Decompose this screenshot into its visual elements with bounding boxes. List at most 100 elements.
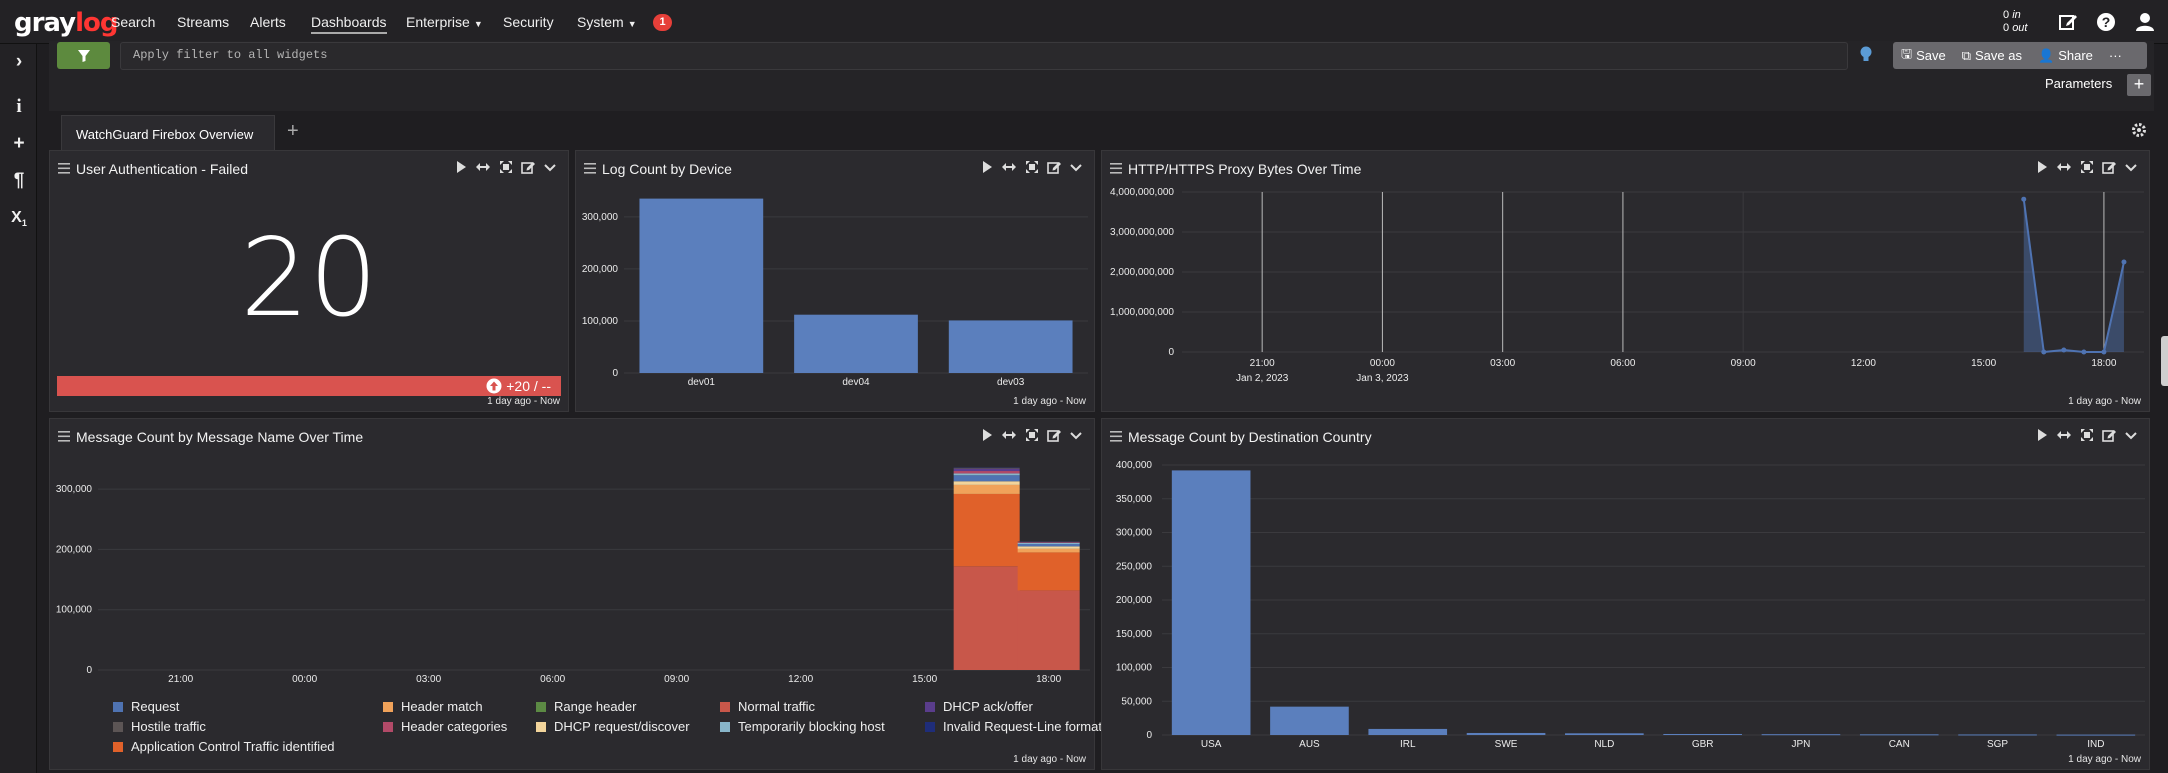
widget-timerange: 1 day ago - Now xyxy=(1013,396,1086,407)
legend-item[interactable]: DHCP ack/offer xyxy=(925,699,1033,714)
play-icon[interactable] xyxy=(980,427,994,443)
page-scrollbar[interactable] xyxy=(2161,336,2168,386)
legend-label: Hostile traffic xyxy=(131,719,206,734)
play-icon[interactable] xyxy=(454,159,468,175)
stacked-bar-segment xyxy=(1017,542,1080,544)
stacked-bar-segment xyxy=(953,467,1020,469)
filter-button[interactable] xyxy=(57,42,110,69)
expand-horizontal-icon[interactable] xyxy=(1001,159,1017,175)
add-tab-button[interactable]: + xyxy=(287,120,299,142)
x-tick-label: 12:00 xyxy=(1851,358,1876,369)
legend-item[interactable]: Temporarily blocking host xyxy=(720,719,885,734)
expand-sidebar-icon[interactable]: › xyxy=(15,51,23,72)
parameters-icon[interactable]: X1 xyxy=(11,209,27,229)
x-tick-label: SWE xyxy=(1495,739,1518,750)
stacked-bar-segment xyxy=(953,484,1020,494)
x-tick-label: AUS xyxy=(1299,739,1320,750)
nav-dashboards[interactable]: Dashboards xyxy=(311,14,387,34)
legend-item[interactable]: Header match xyxy=(383,699,483,714)
info-icon[interactable]: i xyxy=(16,96,22,117)
edit-scratchpad-icon[interactable] xyxy=(2057,11,2079,33)
filter-input[interactable]: Apply filter to all widgets xyxy=(120,42,1848,70)
chevron-down-icon[interactable] xyxy=(2123,427,2139,443)
play-icon[interactable] xyxy=(980,159,994,175)
edit-icon[interactable] xyxy=(1046,159,1062,175)
chevron-down-icon[interactable] xyxy=(2123,159,2139,175)
help-icon[interactable]: ? xyxy=(2095,11,2117,33)
drag-handle-icon[interactable] xyxy=(1110,431,1122,442)
legend-item[interactable]: Application Control Traffic identified xyxy=(113,739,335,754)
nav-streams[interactable]: Streams xyxy=(177,14,230,30)
widget-user-auth-failed: User Authentication - Failed 20 +20 / --… xyxy=(49,150,569,412)
add-parameter-button[interactable]: + xyxy=(2127,74,2151,96)
drag-handle-icon[interactable] xyxy=(58,431,70,442)
drag-handle-icon[interactable] xyxy=(584,163,596,174)
play-icon[interactable] xyxy=(2035,159,2049,175)
nav-security[interactable]: Security xyxy=(503,14,554,30)
save-as-button[interactable]: ⧉ Save as xyxy=(1954,42,2030,69)
brand-part2: log xyxy=(75,8,118,38)
x-tick-label: JPN xyxy=(1791,739,1810,750)
y-tick-label: 3,000,000,000 xyxy=(1110,227,1174,238)
x-tick-label: IRL xyxy=(1400,739,1416,750)
widget-title: User Authentication - Failed xyxy=(76,161,248,177)
y-tick-label: 100,000 xyxy=(56,605,93,616)
edit-icon[interactable] xyxy=(520,159,536,175)
edit-icon[interactable] xyxy=(1046,427,1062,443)
play-icon[interactable] xyxy=(2035,427,2049,443)
widget-actions xyxy=(454,159,564,177)
more-actions-button[interactable]: ··· xyxy=(2108,48,2122,63)
fullscreen-icon[interactable] xyxy=(2079,427,2095,443)
y-tick-label: 0 xyxy=(1146,730,1152,741)
legend-item[interactable]: Range header xyxy=(536,699,636,714)
tab-watchguard-overview[interactable]: WatchGuard Firebox Overview ⌄ xyxy=(61,115,275,157)
save-button[interactable]: 🖫 Save xyxy=(1893,42,1954,69)
expand-horizontal-icon[interactable] xyxy=(2056,427,2072,443)
fullscreen-icon[interactable] xyxy=(1024,427,1040,443)
stacked-bar-segment xyxy=(953,481,1020,485)
edit-icon[interactable] xyxy=(2101,159,2117,175)
lightbulb-icon[interactable] xyxy=(1859,45,1873,65)
legend-item[interactable]: Request xyxy=(113,699,179,714)
legend-item[interactable]: Invalid Request-Line format xyxy=(925,719,1102,734)
widget-title: Message Count by Message Name Over Time xyxy=(76,429,364,445)
legend-item[interactable]: Hostile traffic xyxy=(113,719,206,734)
nav-search[interactable]: Search xyxy=(111,14,156,30)
user-icon[interactable] xyxy=(2134,11,2156,33)
widget-destination-country: Message Count by Destination Country 0 50… xyxy=(1101,418,2150,770)
expand-horizontal-icon[interactable] xyxy=(2056,159,2072,175)
nav-enterprise[interactable]: Enterprise ▼ xyxy=(406,14,483,30)
expand-horizontal-icon[interactable] xyxy=(475,159,491,175)
nav-system[interactable]: System ▼ xyxy=(577,14,637,30)
fullscreen-icon[interactable] xyxy=(2079,159,2095,175)
chevron-down-icon[interactable] xyxy=(542,159,558,175)
expand-horizontal-icon[interactable] xyxy=(1001,427,1017,443)
fullscreen-icon[interactable] xyxy=(1024,159,1040,175)
throughput-indicator[interactable]: 0 in 0 out xyxy=(2003,9,2027,35)
legend-item[interactable]: Normal traffic xyxy=(720,699,815,714)
graylog-logo[interactable]: graylog xyxy=(14,8,119,38)
drag-handle-icon[interactable] xyxy=(1110,163,1122,174)
edit-icon[interactable] xyxy=(2101,427,2117,443)
tab-label: WatchGuard Firebox Overview xyxy=(76,127,254,142)
share-label: Share xyxy=(2058,48,2093,63)
fullscreen-icon[interactable] xyxy=(498,159,514,175)
add-widget-icon[interactable]: + xyxy=(13,133,25,154)
nav-alerts[interactable]: Alerts xyxy=(250,14,286,30)
widget-timerange: 1 day ago - Now xyxy=(487,396,560,407)
paragraph-icon[interactable]: ¶ xyxy=(13,170,25,191)
gear-icon[interactable] xyxy=(2131,122,2147,138)
share-button[interactable]: 👤 Share xyxy=(2030,42,2101,69)
legend-item[interactable]: DHCP request/discover xyxy=(536,719,690,734)
drag-handle-icon[interactable] xyxy=(58,163,70,174)
y-tick-label: 50,000 xyxy=(1121,696,1152,707)
brand-part1: gray xyxy=(14,8,76,38)
legend-label: Temporarily blocking host xyxy=(738,719,885,734)
bar xyxy=(1368,728,1448,735)
x-tick-label: NLD xyxy=(1594,739,1614,750)
x-tick-label: dev04 xyxy=(842,377,870,388)
notification-badge[interactable]: 1 xyxy=(653,14,672,31)
chevron-down-icon[interactable] xyxy=(1068,427,1084,443)
legend-item[interactable]: Header categories xyxy=(383,719,507,734)
chevron-down-icon[interactable] xyxy=(1068,159,1084,175)
